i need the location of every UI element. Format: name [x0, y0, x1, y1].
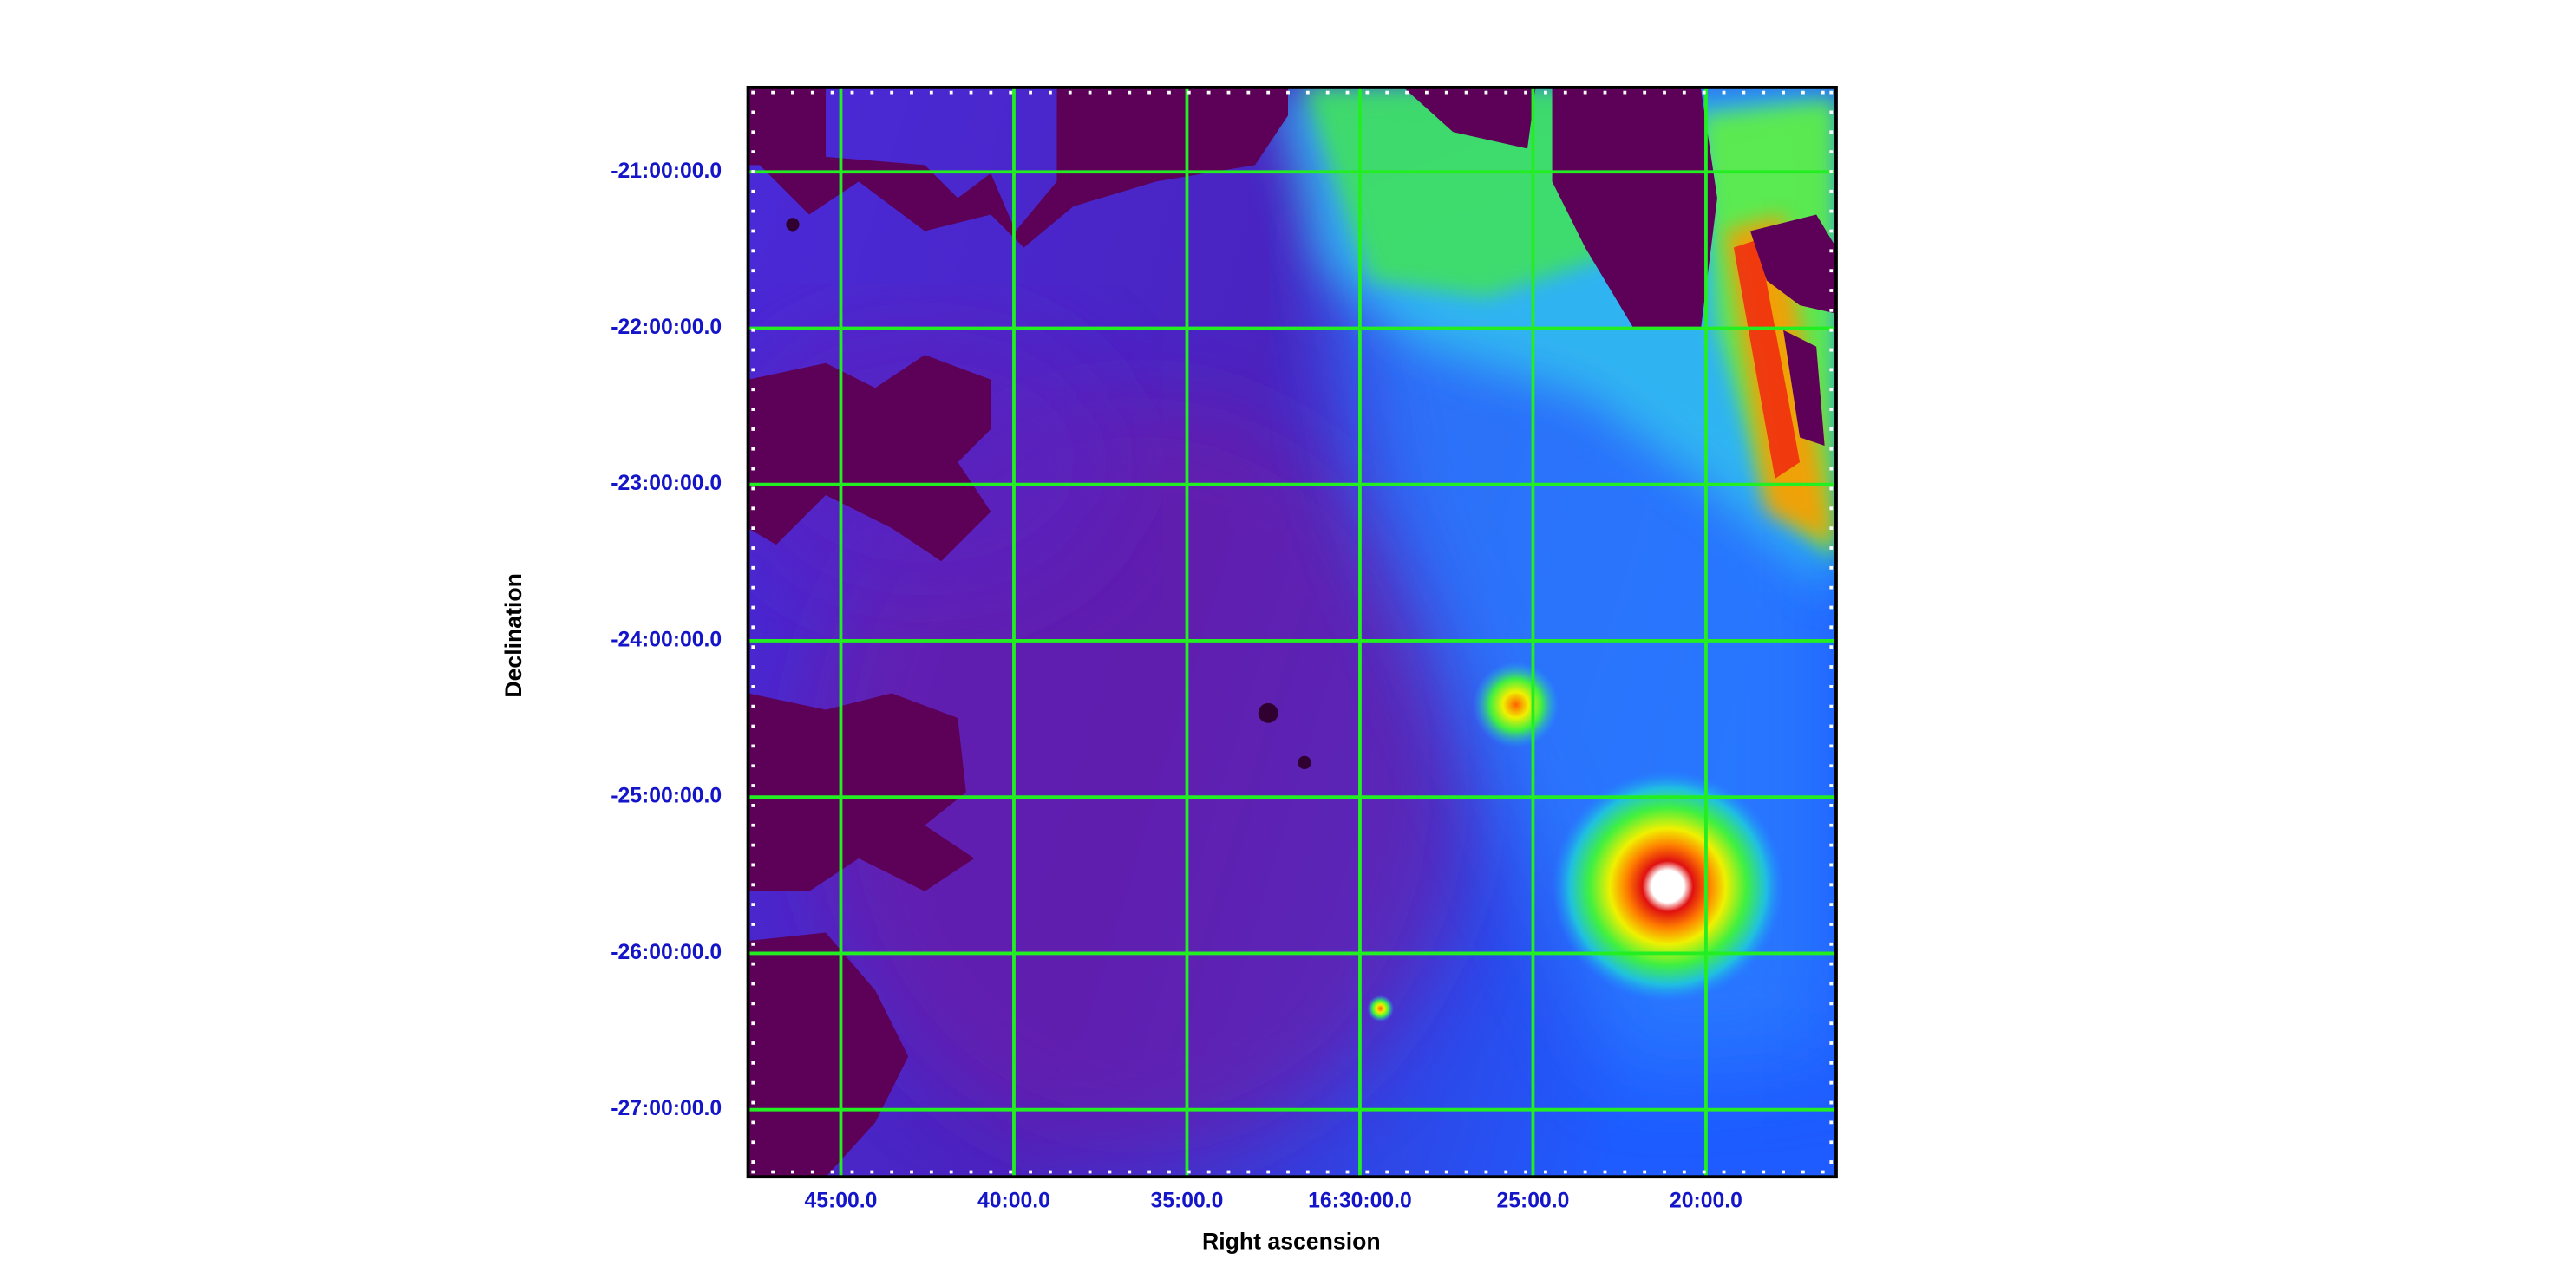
masked-region: [748, 87, 1836, 1178]
x-tick-label: 16:30:00.0: [1308, 1189, 1412, 1212]
x-tick-label: 20:00.0: [1670, 1189, 1742, 1212]
x-tick-label: 25:00.0: [1497, 1189, 1570, 1212]
y-tick-label: -24:00:00.0: [611, 628, 722, 651]
y-tick-label: -22:00:00.0: [611, 316, 722, 339]
y-tick-label: -26:00:00.0: [611, 941, 722, 964]
grid: [748, 87, 1836, 1178]
x-tick-label: 40:00.0: [977, 1189, 1050, 1212]
plot-frame: [746, 85, 1838, 1179]
y-axis-label: Declination: [500, 573, 526, 697]
y-tick-label: -21:00:00.0: [611, 160, 722, 183]
sky-image: [748, 87, 1836, 1178]
y-tick-label: -23:00:00.0: [611, 472, 722, 495]
frame-ticks: [751, 90, 1834, 1174]
y-tick-label: -25:00:00.0: [611, 785, 722, 808]
x-tick-label: 35:00.0: [1151, 1189, 1224, 1212]
y-tick-label: -27:00:00.0: [611, 1097, 722, 1120]
x-axis-label: Right ascension: [1202, 1228, 1381, 1254]
x-tick-label: 45:00.0: [805, 1189, 878, 1212]
